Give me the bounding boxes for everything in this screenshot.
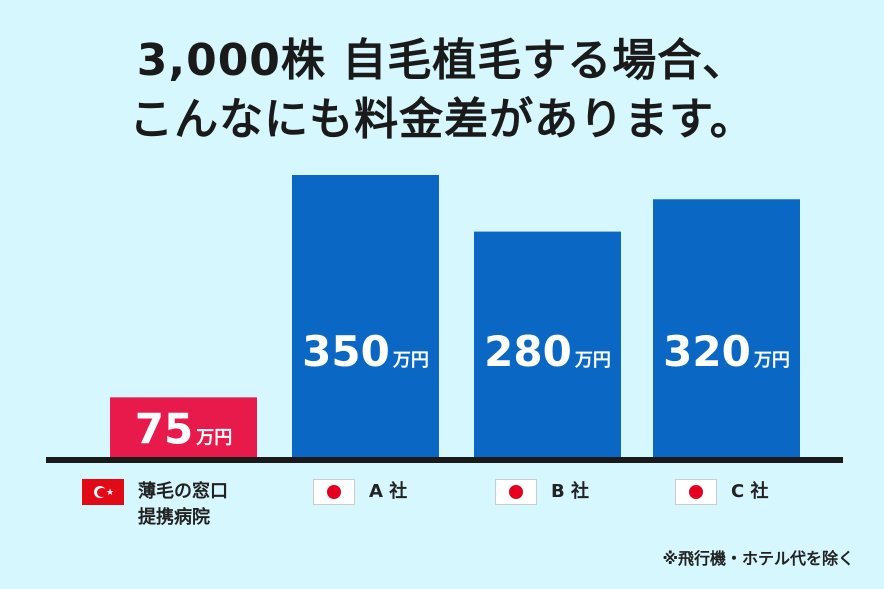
bar-value-label-1: 350 万円 [302,327,429,376]
bar-2 [474,231,621,458]
bar-1 [292,175,439,458]
chart-title-line-1: 3,000株 自毛植毛する場合、 [136,35,748,86]
category-text: A 社 [369,481,408,502]
category-label-a: A 社 [313,479,407,505]
japan-flag-icon [313,479,355,505]
bar-3 [653,199,800,458]
chart-title-line-2: こんなにも料金差があります。 [129,94,755,145]
bar-value-label-3: 320 万円 [663,327,790,376]
category-text: 薄毛の窓口 提携病院 [138,481,228,528]
category-label-clinic: ★ 薄毛の窓口 提携病院 [82,479,228,531]
category-text: B 社 [551,481,589,502]
category-label-c: C 社 [675,479,768,505]
bar-0 [110,397,257,458]
turkey-flag-icon: ★ [82,479,124,505]
footnote: ※飛行機・ホテル代を除く [662,549,854,568]
bar-value-label-0: 75 万円 [135,405,232,454]
category-text: C 社 [731,481,769,502]
bar-value-label-2: 280 万円 [484,327,611,376]
japan-flag-icon [675,479,717,505]
japan-flag-icon [495,479,537,505]
baseline-axis [46,457,843,463]
category-label-b: B 社 [495,479,589,505]
